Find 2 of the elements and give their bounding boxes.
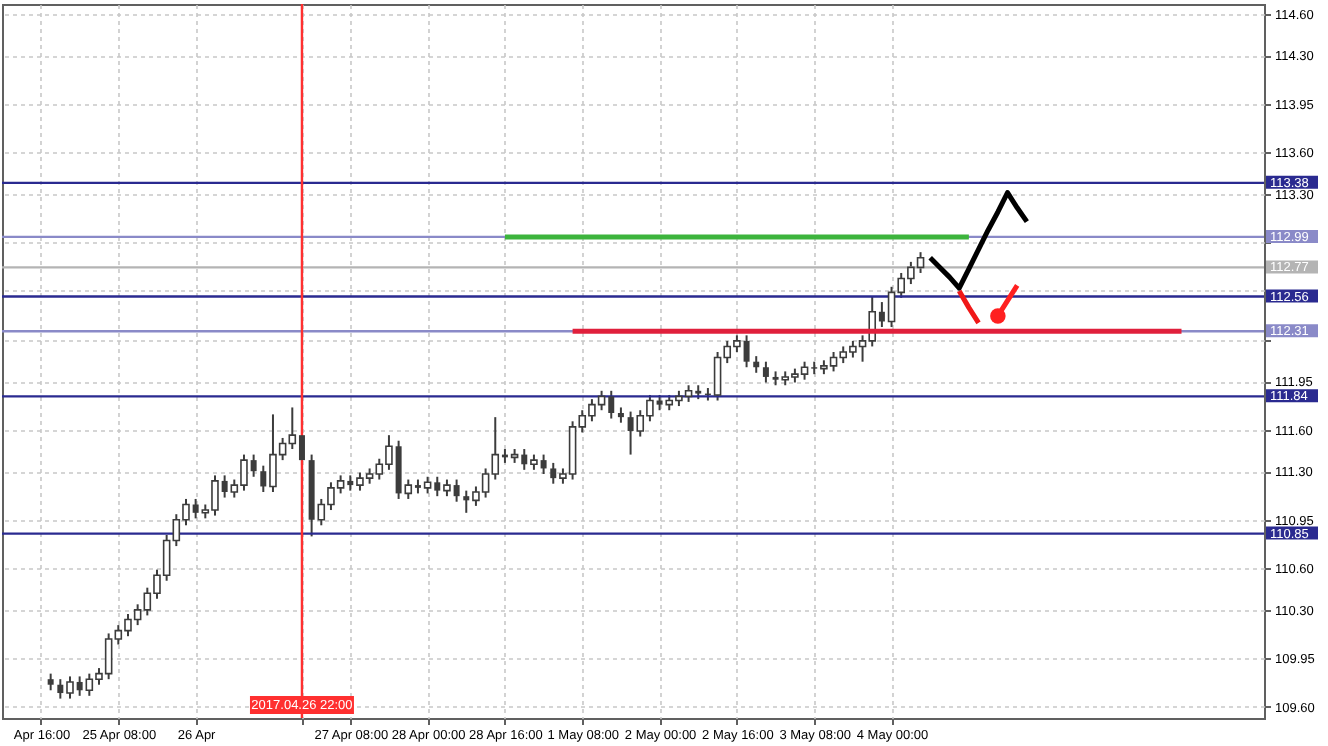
- candlestick: [762, 360, 769, 384]
- line-series: [927, 190, 1030, 291]
